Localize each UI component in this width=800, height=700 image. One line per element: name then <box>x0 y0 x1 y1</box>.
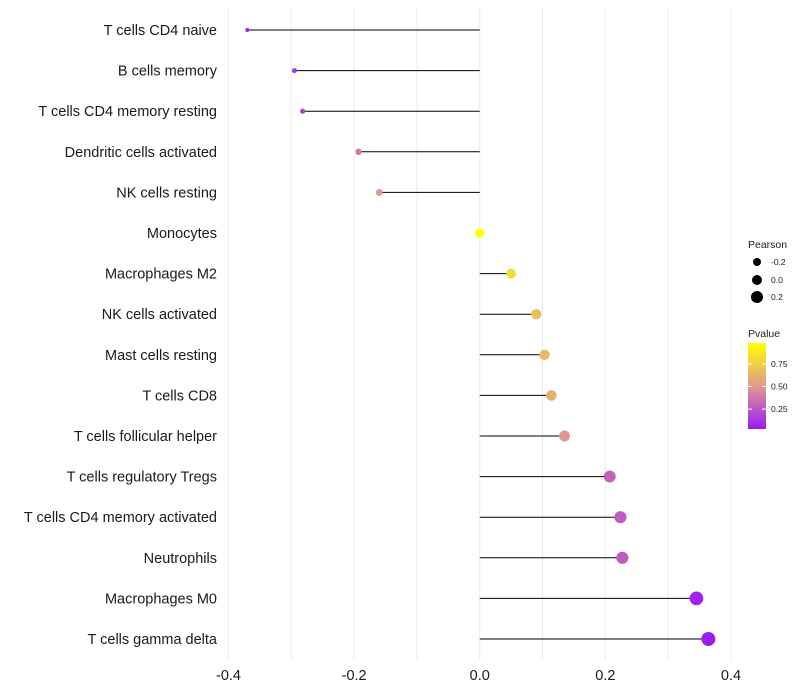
lollipop-point <box>355 148 362 156</box>
pvalue-legend-label: 0.75 <box>771 359 788 369</box>
lollipop-point <box>689 591 704 606</box>
lollipop-point <box>475 228 485 238</box>
lollipop-point <box>245 28 250 32</box>
pearson-size-legend: Pearson -0.2 0.0 0.2 <box>748 239 787 303</box>
grid-lines <box>228 8 732 660</box>
lollipop-point <box>300 108 306 114</box>
category-labels: T cells CD4 naive B cells memory T cells C… <box>24 23 218 648</box>
category-label: NK cells activated <box>102 307 217 323</box>
category-label: T cells CD4 memory activated <box>24 510 217 526</box>
category-label: Mast cells resting <box>105 348 217 364</box>
x-tick-label: 0.4 <box>721 668 741 684</box>
pvalue-legend-label: 0.50 <box>771 381 788 391</box>
lollipop-point <box>539 349 550 361</box>
lollipop-points <box>245 28 716 646</box>
pvalue-legend-label: 0.25 <box>771 404 788 414</box>
category-label: Monocytes <box>147 226 217 242</box>
category-label: T cells CD4 naive <box>104 23 217 39</box>
pvalue-color-legend: Pvalue 0.75 0.50 0.25 <box>748 328 788 429</box>
lollipop-point <box>701 632 716 646</box>
lollipop-point <box>291 68 297 74</box>
x-tick-label: -0.2 <box>342 668 367 684</box>
x-tick-label: -0.4 <box>216 668 241 684</box>
category-label: Dendritic cells activated <box>65 145 217 161</box>
category-label: NK cells resting <box>116 185 217 201</box>
pvalue-legend-title: Pvalue <box>748 328 780 340</box>
category-label: Neutrophils <box>144 551 217 567</box>
lollipop-point <box>559 430 570 442</box>
category-label: T cells CD8 <box>142 388 217 404</box>
category-label: B cells memory <box>118 64 218 80</box>
category-label: T cells gamma delta <box>88 632 218 648</box>
pearson-legend-label: -0.2 <box>771 257 786 267</box>
lollipop-point <box>546 390 557 401</box>
x-tick-label: 0.2 <box>595 668 615 684</box>
x-tick-label: 0.0 <box>470 668 490 684</box>
lollipop-point <box>614 511 627 524</box>
pearson-legend-key <box>753 258 761 266</box>
category-label: T cells CD4 memory resting <box>38 104 217 120</box>
pearson-legend-title: Pearson <box>748 239 787 251</box>
category-label: Macrophages M2 <box>105 267 217 283</box>
pvalue-gradient-bar <box>748 343 766 429</box>
lollipop-point <box>603 470 616 483</box>
pearson-legend-key <box>751 291 763 303</box>
lollipop-point <box>616 551 629 564</box>
lollipop-stems <box>247 29 709 640</box>
category-label: Macrophages M0 <box>105 591 217 607</box>
category-label: T cells follicular helper <box>74 429 217 445</box>
x-axis-ticks: -0.4 -0.2 0.0 0.2 0.4 <box>216 668 741 684</box>
lollipop-point <box>531 309 542 320</box>
lollipop-point <box>506 268 517 279</box>
lollipop-point <box>375 188 383 196</box>
pearson-legend-label: 0.2 <box>771 292 783 302</box>
pearson-legend-key <box>752 275 762 285</box>
pearson-legend-label: 0.0 <box>771 275 783 285</box>
category-label: T cells regulatory Tregs <box>67 470 217 486</box>
